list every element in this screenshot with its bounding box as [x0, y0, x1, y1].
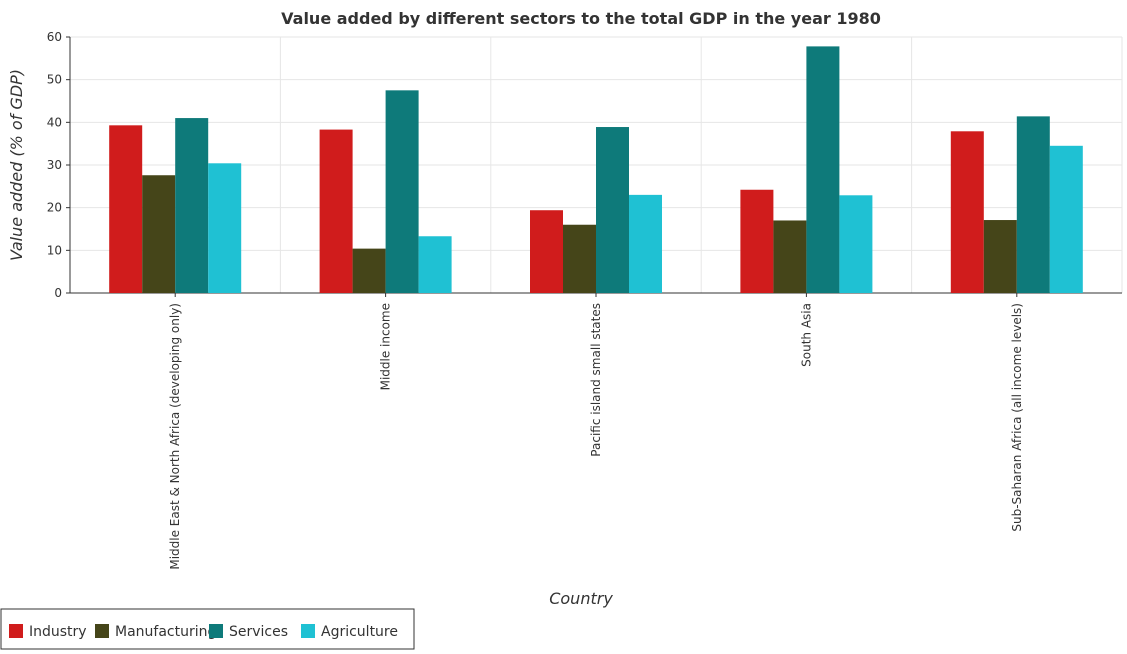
- legend-box: [0, 608, 415, 650]
- bar-agriculture: [208, 163, 242, 293]
- x-axis-label: Country: [549, 589, 613, 608]
- grid: [69, 36, 1123, 294]
- bar-services: [385, 90, 419, 293]
- axes: 0 10 20 30 40 50 60 Middle East & North Africa …: [47, 30, 1122, 570]
- chart-title: Value added by different sectors to the …: [281, 9, 881, 28]
- bar-manufacturing: [352, 248, 386, 293]
- y-axis-label: Value added (% of GDP): [7, 69, 26, 261]
- bar-manufacturing: [142, 175, 176, 293]
- x-tick-label: Pacific island small states: [589, 303, 603, 457]
- bar-services: [1016, 116, 1050, 293]
- bar-agriculture: [839, 195, 873, 293]
- y-tick-label: 10: [47, 243, 62, 257]
- bar-agriculture: [418, 236, 452, 293]
- x-tick-label: Middle income: [379, 303, 393, 390]
- bar-manufacturing: [773, 220, 807, 293]
- y-tick-label: 30: [47, 158, 62, 172]
- legend-label-services: Services: [229, 624, 288, 640]
- y-tick-label: 40: [47, 115, 62, 129]
- legend-label-industry: Industry: [29, 624, 87, 640]
- legend-swatch-services: [209, 624, 223, 638]
- bar-manufacturing: [563, 224, 596, 293]
- bar-services: [596, 127, 629, 293]
- x-tick-label: South Asia: [799, 303, 813, 367]
- y-tick-label: 50: [47, 73, 62, 87]
- legend-swatch-manufacturing: [95, 624, 109, 638]
- y-tick-label: 60: [47, 30, 62, 44]
- bar-agriculture: [629, 194, 662, 293]
- legend-swatch-industry: [9, 624, 23, 638]
- bar-services: [806, 46, 840, 294]
- bars: [109, 46, 1083, 294]
- legend-label-manufacturing: Manufacturing: [115, 624, 216, 640]
- x-tick-label: Sub-Saharan Africa (all income levels): [1010, 303, 1024, 532]
- x-tick-label: Middle East & North Africa (developing o…: [168, 303, 182, 570]
- bar-agriculture: [1049, 145, 1083, 293]
- bar-industry: [319, 129, 353, 293]
- bar-services: [175, 118, 209, 293]
- y-tick-label: 20: [47, 201, 62, 215]
- legend-swatch-agriculture: [301, 624, 315, 638]
- legend-label-agriculture: Agriculture: [321, 624, 398, 640]
- legend: Industry Manufacturing Services Agriculture: [0, 608, 415, 650]
- bar-industry: [530, 210, 563, 293]
- bar-industry: [950, 131, 984, 293]
- y-tick-label: 0: [54, 286, 62, 300]
- bar-industry: [109, 125, 143, 293]
- bar-manufacturing: [983, 220, 1017, 293]
- bar-industry: [740, 189, 774, 293]
